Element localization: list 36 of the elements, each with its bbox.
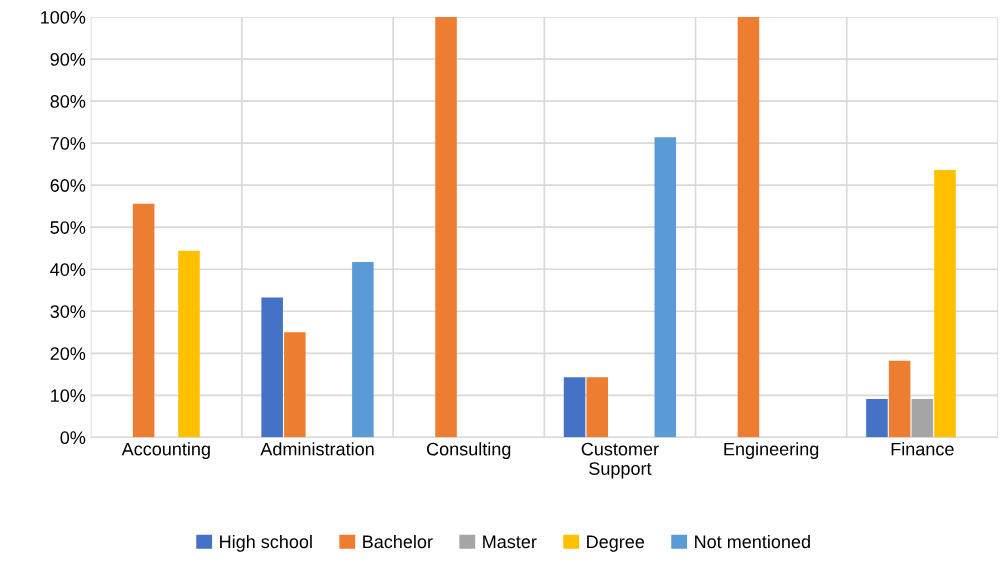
bar	[737, 17, 760, 438]
y-tick-label: 30%	[50, 305, 86, 318]
x-tick-label: Accounting	[121, 442, 210, 460]
legend-label: Master	[483, 535, 537, 549]
bar	[284, 332, 306, 438]
x-tick-label: Customer Support	[581, 442, 659, 479]
y-tick-label: 80%	[50, 95, 86, 108]
y-tick-label: 20%	[50, 347, 86, 361]
y-tick-label: 60%	[50, 179, 86, 192]
bar	[352, 262, 374, 438]
y-tick-label: 70%	[50, 137, 86, 150]
legend-label: Not mentioned	[695, 534, 810, 549]
y-tick-label: 0%	[60, 431, 86, 445]
bar	[435, 17, 457, 438]
bar	[261, 297, 283, 438]
bar	[866, 399, 888, 438]
bar	[132, 203, 155, 438]
legend-label: Bachelor	[363, 534, 433, 549]
y-tick-label: 90%	[50, 53, 86, 66]
x-tick-label: Consulting	[426, 442, 511, 460]
legend-label: High school	[220, 534, 312, 552]
legend-label: Degree	[587, 535, 645, 552]
x-tick-label: Administration	[260, 442, 374, 456]
bar	[586, 377, 609, 438]
x-tick-label: Finance	[891, 442, 954, 456]
y-tick-label: 50%	[50, 221, 86, 234]
y-tick-label: 40%	[50, 263, 86, 276]
bar	[888, 360, 911, 438]
bar	[934, 170, 956, 438]
bar	[563, 377, 586, 438]
y-tick-label: 10%	[51, 389, 86, 403]
bar	[178, 250, 200, 438]
bar	[654, 137, 677, 438]
y-tick-label: 100%	[41, 10, 86, 24]
x-tick-label: Engineering	[724, 442, 819, 460]
bar	[911, 399, 934, 438]
